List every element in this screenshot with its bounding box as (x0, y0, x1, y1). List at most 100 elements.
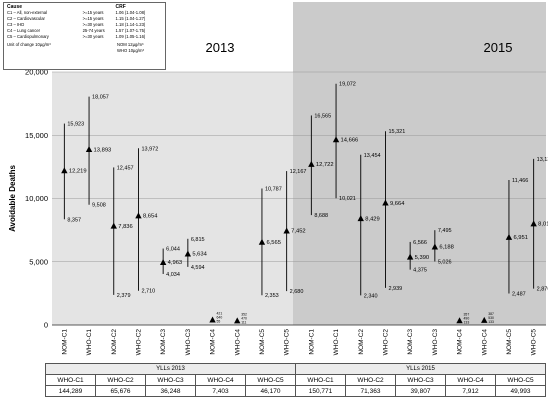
y-tick-label: 0 (44, 321, 48, 330)
yll-value: 46,170 (245, 385, 296, 397)
x-tick-label: NOM-C4 (210, 329, 217, 355)
yll-column-label: WHO-C4 (195, 374, 246, 386)
legend-footer: Unit of change 10µg/m³ NOM 12µg/m³ WHO 1… (7, 42, 162, 54)
data-point (530, 220, 537, 227)
data-point (431, 243, 439, 250)
y-tick-label: 15,000 (25, 131, 48, 140)
x-tick-label: WHO-C3 (432, 329, 439, 356)
point-value-label: 12,722 (316, 162, 334, 168)
point-value-label: 4,963 (168, 260, 183, 266)
data-point (481, 316, 488, 323)
x-tick-label: WHO-C2 (382, 329, 389, 356)
point-value-label: 7,452 (291, 229, 306, 235)
x-tick-label: NOM-C1 (61, 329, 68, 355)
small-value-label: 640 (217, 316, 223, 320)
small-value-label: 387 (488, 312, 494, 316)
point-value-label: 5,390 (415, 255, 430, 261)
data-point (258, 238, 266, 245)
data-marks: 15,923 8,357 12,219 18,057 9,508 13,893 12,457… (61, 82, 548, 325)
yll-column-label: WHO-C3 (395, 374, 446, 386)
upper-bound-label: 11,466 (512, 178, 528, 184)
yll-value: 49,993 (495, 385, 546, 397)
legend-age: >=15 years (82, 10, 104, 15)
upper-bound-label: 6,566 (413, 240, 427, 246)
x-tick-label: NOM-C4 (457, 329, 464, 355)
small-value-label: 357 (464, 312, 470, 316)
upper-bound-label: 13,136 (537, 157, 548, 163)
point-value-label: 8,014 (538, 222, 548, 228)
point-value-label: 6,188 (439, 245, 454, 251)
point-value-label: 8,429 (365, 216, 380, 222)
yll-column-label: WHO-C1 (295, 374, 346, 386)
x-tick-label: NOM-C3 (407, 329, 414, 355)
lower-bound-label: 8,357 (67, 217, 81, 223)
small-value-label: 133 (464, 320, 470, 324)
small-value-label: 490 (464, 316, 470, 320)
legend-row: C4 – Lung cancer 25-74 years 1.57 (1.07-… (7, 28, 162, 34)
lower-bound-label: 8,688 (314, 213, 328, 219)
y-tick-label: 10,000 (25, 194, 48, 203)
legend-header: Cause CRF (7, 4, 162, 10)
point-value-label: 13,893 (94, 147, 112, 153)
lower-bound-label: 4,034 (166, 272, 180, 278)
data-point (357, 215, 364, 222)
x-tick-label: NOM-C1 (308, 329, 315, 355)
x-tick-label: WHO-C5 (531, 329, 538, 356)
y-axis-ticks: 0 5,000 10,000 15,000 20,000 (25, 68, 48, 330)
lower-bound-label: 2,340 (364, 293, 378, 299)
legend-unit-label: Unit of change 10µg/m³ (7, 42, 51, 47)
x-tick-label: WHO-C4 (234, 329, 241, 356)
legend-age: 25-74 years (82, 28, 105, 33)
yll-column-label: WHO-C1 (45, 374, 96, 386)
point-value-label: 12,219 (69, 168, 87, 174)
x-tick-label: WHO-C5 (284, 329, 291, 356)
lower-bound-label: 2,353 (265, 293, 279, 299)
y-tick-label: 5,000 (29, 257, 48, 266)
point-value-label: 6,565 (266, 240, 281, 246)
yll-table-header-row: YLLs 2013 YLLs 2015 (45, 363, 546, 375)
lower-bound-label: 5,026 (438, 259, 452, 265)
panel-title-2013: 2013 (206, 40, 235, 55)
legend-header-cause: Cause (7, 4, 23, 10)
data-point (85, 146, 93, 153)
yll-column-label: WHO-C5 (245, 374, 296, 386)
x-tick-label: WHO-C1 (333, 329, 340, 356)
x-tick-label: WHO-C4 (481, 329, 488, 356)
legend-thresholds: NOM 12µg/m³ WHO 10µg/m³ (117, 42, 144, 54)
yll-column-label: WHO-C3 (145, 374, 196, 386)
yll-value: 39,807 (395, 385, 446, 397)
point-value-label: 6,951 (513, 235, 528, 241)
x-tick-label: WHO-C3 (185, 329, 192, 356)
data-point (332, 136, 340, 143)
yll-2013-header: YLLs 2013 (45, 363, 296, 375)
x-tick-label: WHO-C1 (86, 329, 93, 356)
upper-bound-label: 15,321 (388, 129, 405, 135)
upper-bound-label: 18,057 (92, 95, 109, 101)
lower-bound-label: 2,876 (537, 287, 548, 293)
legend-crf: 1.57 (1.07-1.75) (115, 28, 146, 33)
legend-age: >=30 years (82, 34, 104, 39)
x-tick-label: NOM-C2 (358, 329, 365, 355)
small-value-label: 55 (217, 320, 221, 324)
data-point (234, 317, 241, 324)
legend-row: C5 – Cardiopulmonary >=30 years 1.09 (1.… (7, 34, 162, 40)
legend-cause: C3 – IHD (7, 22, 25, 27)
x-tick-label: NOM-C3 (160, 329, 167, 355)
gridlines (52, 71, 546, 326)
lower-bound-label: 2,939 (388, 286, 402, 292)
small-value-label: 421 (217, 312, 223, 316)
data-point (505, 233, 513, 240)
point-value-label: 8,654 (143, 214, 158, 220)
yll-column-label: WHO-C2 (345, 374, 396, 386)
yll-value: 144,289 (45, 385, 96, 397)
point-value-label: 14,666 (341, 137, 359, 143)
small-value-label: 352 (241, 313, 247, 317)
data-point (184, 250, 192, 257)
data-point (308, 160, 315, 167)
upper-bound-label: 6,044 (166, 247, 180, 253)
panel-title-2015: 2015 (484, 40, 513, 55)
lower-bound-label: 10,021 (339, 196, 356, 202)
yll-column-label: WHO-C4 (445, 374, 496, 386)
legend-crf: 1.06 (1.04-1.08) (115, 10, 146, 15)
